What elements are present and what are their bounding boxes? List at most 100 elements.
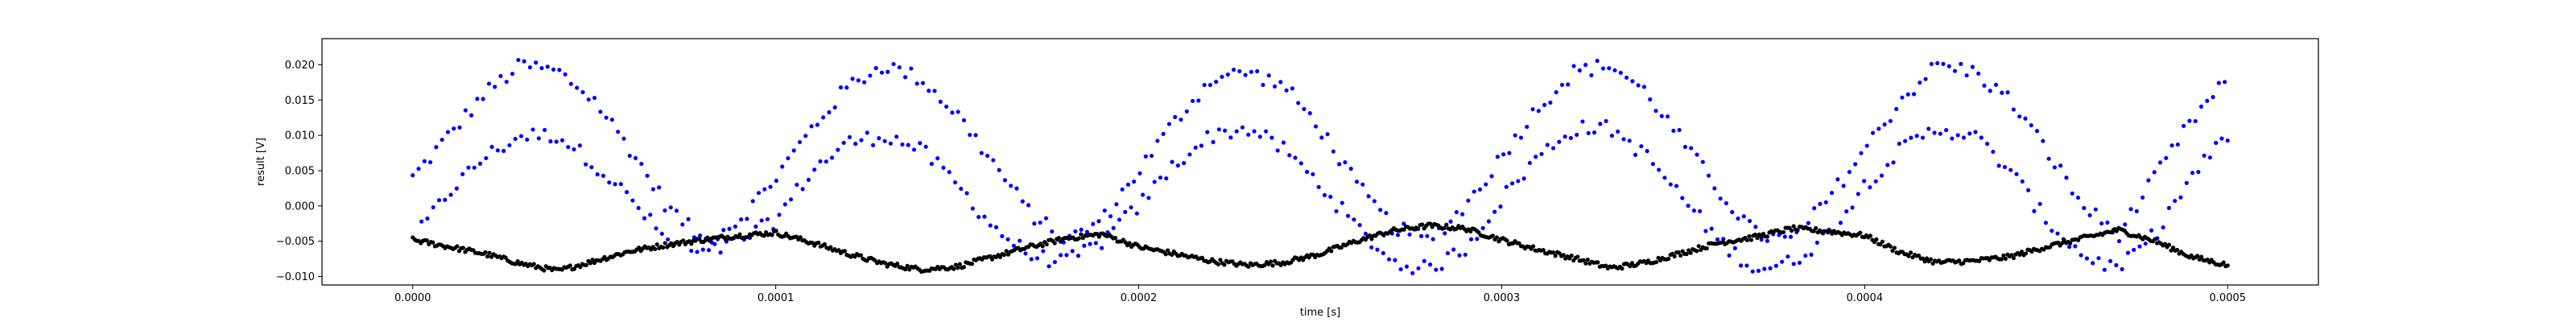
black-series-point <box>531 262 536 266</box>
blue-series-point <box>411 173 415 178</box>
blue-series-point <box>1129 204 1133 210</box>
black-series-point <box>828 245 833 250</box>
blue-series-point <box>1398 266 1403 272</box>
black-series-point <box>1575 254 1580 259</box>
blue-series-point <box>1715 237 1720 242</box>
blue-series-point <box>1375 247 1380 252</box>
blue-series-point <box>489 144 494 150</box>
blue-series-point <box>900 142 905 147</box>
black-series-point <box>1442 225 1447 230</box>
blue-series-point <box>559 138 565 142</box>
blue-series-point <box>1166 122 1172 126</box>
x-tick-label: 0.0005 <box>2210 292 2247 304</box>
blue-series-point <box>1266 73 1271 78</box>
blue-series-point <box>1284 88 1289 93</box>
blue-series-point <box>510 72 515 76</box>
blue-series-point <box>2032 208 2037 213</box>
black-series-point <box>1163 252 1168 257</box>
black-series-point <box>1858 230 1863 235</box>
blue-series-point <box>1305 169 1310 175</box>
blue-series-point <box>431 204 436 210</box>
blue-series-point <box>1439 266 1444 271</box>
blue-series-point <box>1070 249 1075 254</box>
black-series-point <box>1684 251 1689 257</box>
blue-series-point <box>1278 80 1283 85</box>
blue-series-point <box>938 99 943 104</box>
blue-series-point <box>666 237 671 242</box>
blue-series-point <box>865 130 869 135</box>
blue-series-point <box>2225 138 2230 143</box>
blue-series-point <box>768 184 773 189</box>
blue-series-point <box>952 180 958 185</box>
blue-series-point <box>1005 237 1010 242</box>
blue-series-point <box>897 65 902 70</box>
blue-series-point <box>1750 269 1755 274</box>
blue-series-point <box>477 161 483 166</box>
blue-series-point <box>1730 209 1735 215</box>
black-series-point <box>2166 242 2172 247</box>
black-series-point <box>1906 254 1911 258</box>
blue-series-point <box>1950 136 1955 141</box>
blue-series-point <box>1381 250 1385 256</box>
blue-series-point <box>1548 100 1553 105</box>
blue-series-point <box>1173 114 1178 119</box>
blue-series-point <box>2219 136 2224 141</box>
blue-series-point <box>1571 64 1576 68</box>
blue-series-point <box>1337 162 1342 167</box>
blue-series-point <box>2134 208 2139 213</box>
blue-series-point <box>1434 267 1439 272</box>
black-series-point <box>1999 257 2004 262</box>
blue-series-point <box>1624 75 1629 80</box>
blue-series-point <box>1756 268 1761 273</box>
black-series-point <box>431 240 436 245</box>
blue-series-point <box>475 97 480 101</box>
black-series-point <box>1369 237 1374 242</box>
blue-series-point <box>1600 66 1606 71</box>
blue-series-point <box>750 199 755 204</box>
black-series-point <box>455 244 460 249</box>
black-series-point <box>1868 233 1872 238</box>
black-series-point <box>822 242 827 246</box>
black-series-point <box>1585 258 1590 262</box>
black-series-point <box>842 249 847 254</box>
blue-series-point <box>886 69 890 74</box>
blue-series-point <box>469 113 474 118</box>
blue-series-point <box>1525 124 1530 130</box>
blue-series-point <box>589 165 594 170</box>
y-tick-label: 0.020 <box>285 60 315 72</box>
blue-series-point <box>1334 208 1339 214</box>
blue-series-point <box>745 217 749 221</box>
blue-series-point <box>495 148 500 153</box>
blue-series-point <box>777 213 782 217</box>
blue-series-point <box>1609 133 1614 138</box>
blue-series-point <box>882 138 887 143</box>
blue-series-point <box>1838 221 1843 225</box>
black-series-point <box>1752 232 1758 237</box>
blue-series-point <box>1264 129 1269 134</box>
blue-series-point <box>1703 229 1708 233</box>
blue-series-point <box>2116 238 2122 244</box>
blue-series-point <box>1319 135 1324 140</box>
y-tick-label: 0.005 <box>285 165 315 177</box>
blue-series-point <box>2058 163 2063 168</box>
blue-series-point <box>1402 221 1406 226</box>
blue-series-point <box>1050 229 1055 234</box>
blue-series-point <box>1369 245 1374 250</box>
black-series-point <box>2153 237 2157 242</box>
blue-series-point <box>1765 238 1770 243</box>
blue-series-point <box>2149 228 2154 233</box>
blue-series-point <box>2034 129 2040 134</box>
black-series-point <box>770 233 774 237</box>
blue-series-point <box>659 231 664 237</box>
blue-series-point <box>2140 195 2145 200</box>
blue-series-point <box>1322 192 1327 197</box>
blue-series-point <box>627 153 632 159</box>
blue-series-point <box>1170 159 1174 164</box>
blue-series-point <box>2132 247 2136 252</box>
black-series-point <box>1222 262 1227 267</box>
blue-series-point <box>1616 129 1620 134</box>
black-series-point <box>424 238 429 243</box>
blue-series-point <box>1246 132 1251 137</box>
blue-series-point <box>762 187 767 192</box>
blue-series-point <box>1985 142 1990 147</box>
